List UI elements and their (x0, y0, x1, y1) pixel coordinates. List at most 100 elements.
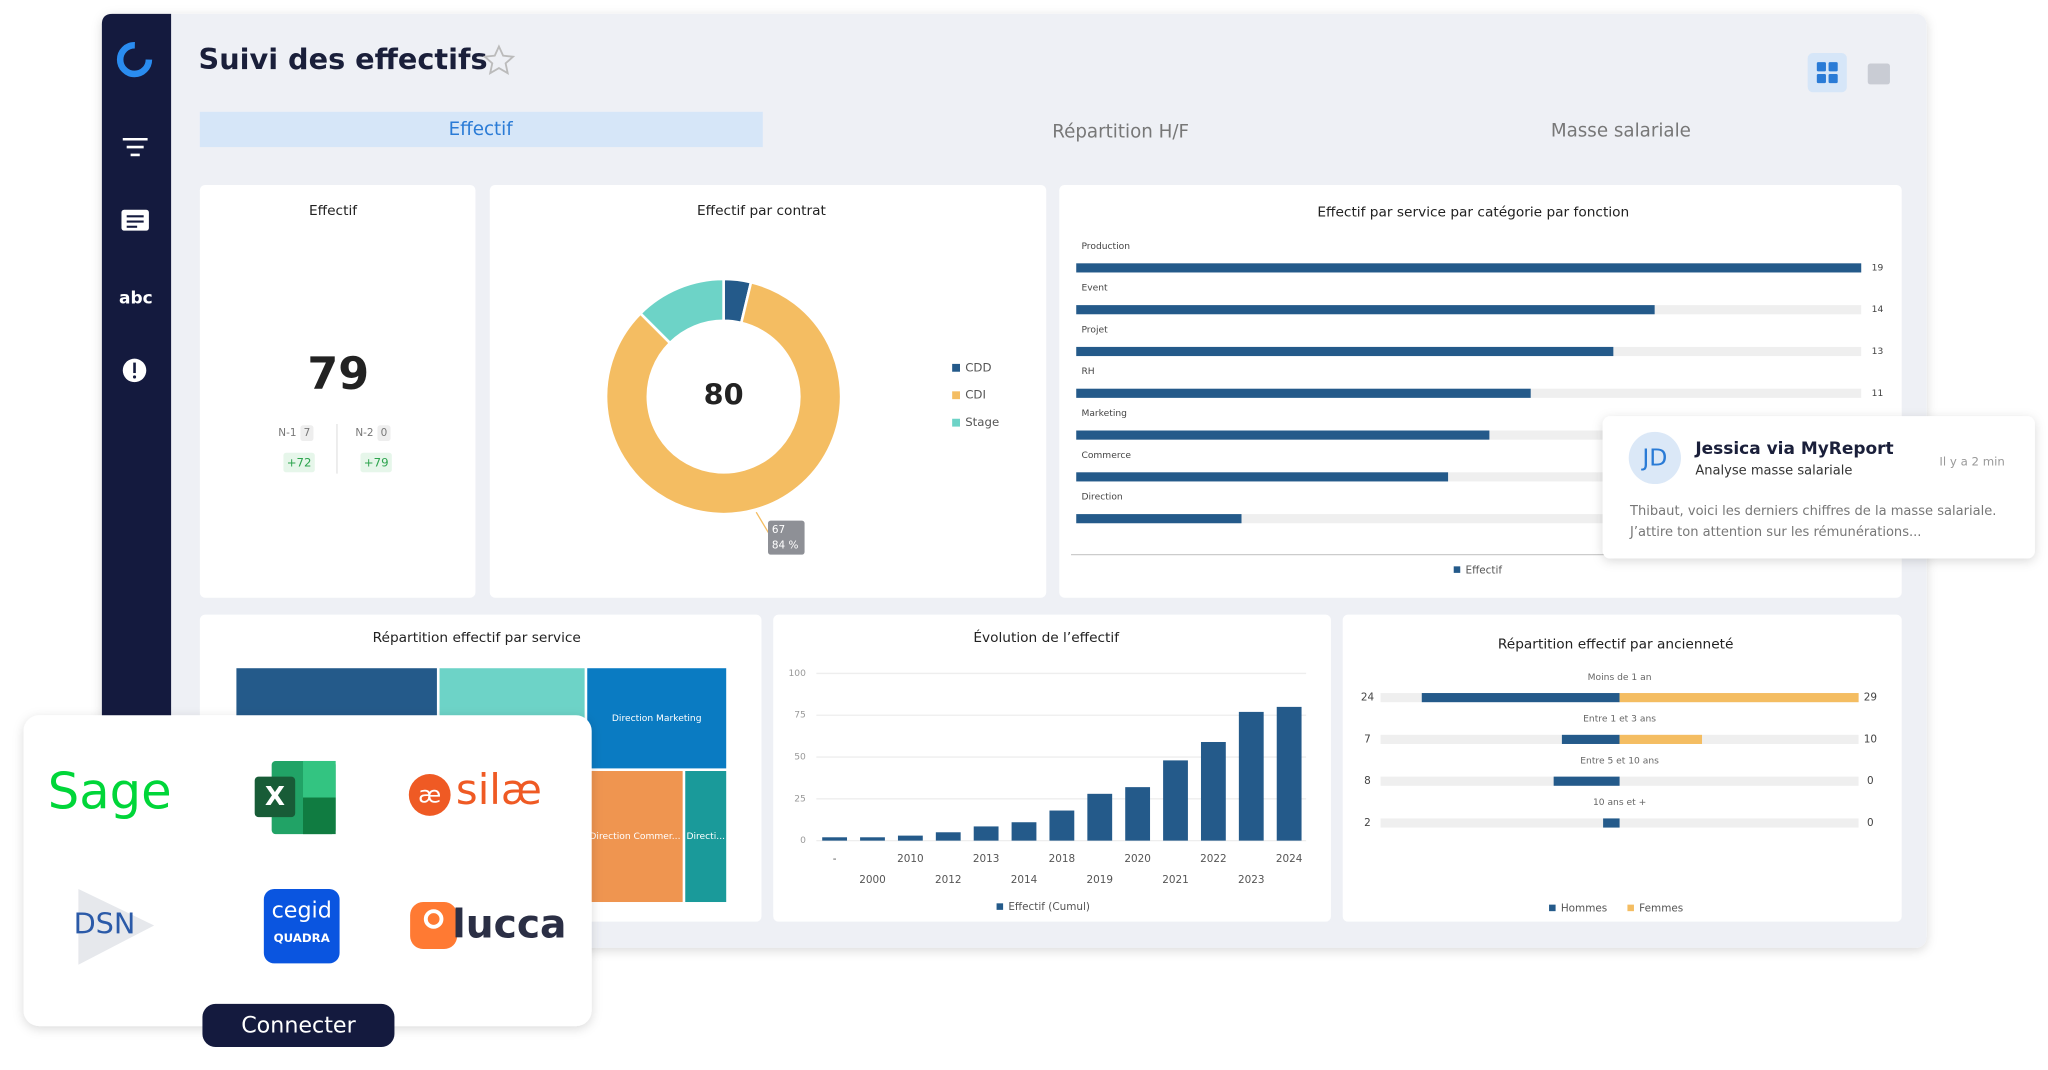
notification-body: Thibaut, voici les derniers chiffres de … (1629, 504, 1996, 519)
legend-swatch (1549, 904, 1556, 912)
favorite-star[interactable] (482, 44, 516, 75)
donut-slice (604, 280, 843, 516)
kpi-value: 79 (307, 349, 369, 400)
notification-card[interactable] (1602, 416, 2035, 559)
y-tick-label: 75 (794, 711, 806, 721)
comparison-label: N-2 (355, 427, 373, 439)
silae-logo[interactable]: silæ (456, 765, 542, 814)
value-label: 19 (1872, 263, 1884, 273)
card (773, 614, 1331, 922)
bar (1076, 472, 1449, 482)
sidebar-label[interactable]: abc (119, 289, 153, 309)
page-title: Suivi des effectifs (199, 42, 488, 76)
x-tick-label: 2018 (1049, 853, 1076, 865)
legend-label: Effectif (Cumul) (1008, 901, 1090, 913)
comparison-delta: +72 (287, 456, 312, 470)
legend-label: CDD (965, 360, 991, 374)
tab-active-bg (199, 111, 763, 148)
bar (1076, 388, 1531, 398)
bar (935, 832, 961, 841)
category-label: Marketing (1081, 409, 1126, 419)
bar (1163, 760, 1188, 841)
x-tick-label: 2010 (897, 853, 924, 865)
notification-sender: Jessica via MyReport (1694, 439, 1893, 459)
value-label: 0 (1867, 817, 1874, 829)
connect-button[interactable] (202, 1003, 395, 1047)
notification-body: J’attire ton attention sur les rémunérat… (1629, 525, 1921, 540)
chart-title: Répartition effectif par ancienneté (1498, 637, 1734, 653)
dsn-logo-shape (78, 888, 155, 965)
y-tick-label: 50 (794, 753, 806, 763)
dsn-logo[interactable]: DSN (74, 907, 136, 941)
bar (1603, 818, 1620, 828)
notification-time: Il y a 2 min (1939, 454, 2004, 468)
avatar (1628, 431, 1681, 485)
category-label: Production (1081, 242, 1130, 252)
silae-logo-mark[interactable] (408, 774, 451, 816)
x-tick-label: 2000 (859, 874, 886, 886)
legend-label: Stage (965, 415, 999, 429)
silae-logo-ae: æ (418, 781, 441, 809)
x-tick-label: 2020 (1124, 853, 1151, 865)
bar (822, 837, 848, 841)
category-label: RH (1081, 367, 1094, 377)
excel-letter: X (265, 782, 285, 812)
value-label: 11 (1872, 389, 1884, 399)
sage-logo[interactable]: Sage (48, 762, 172, 820)
comparison-reference: 7 (304, 427, 311, 439)
tab[interactable]: Répartition H/F (1052, 122, 1189, 143)
bar (973, 826, 999, 841)
bar (1421, 693, 1620, 703)
category-label: Projet (1081, 325, 1108, 335)
kpi-title: Effectif (309, 203, 358, 219)
tab[interactable]: Effectif (449, 119, 514, 140)
tooltip-percent: 84 % (772, 539, 799, 551)
notes-icon[interactable] (121, 209, 149, 231)
bar (1125, 787, 1151, 841)
treemap-tile (685, 771, 727, 903)
grid-view-icon (1816, 62, 1838, 84)
bar (1619, 734, 1703, 744)
legend-swatch (952, 418, 960, 427)
category-label: Event (1081, 284, 1108, 294)
legend-label: CDI (965, 388, 986, 402)
donut-total: 80 (704, 378, 744, 412)
avatar-initials: JD (1640, 444, 1667, 472)
bar (1561, 734, 1620, 744)
value-label: 29 (1864, 692, 1877, 704)
category-label: Commerce (1081, 451, 1131, 461)
reference-badge (377, 425, 391, 441)
legend-swatch (952, 391, 960, 400)
chart-title: Répartition effectif par service (373, 630, 581, 646)
connect-button-label[interactable]: Connecter (241, 1013, 356, 1039)
y-tick-label: 0 (800, 836, 806, 846)
bar (1553, 776, 1620, 786)
cegid-logo[interactable] (263, 888, 340, 964)
x-tick-label: 2014 (1011, 874, 1038, 886)
category-label: 10 ans et + (1593, 798, 1646, 808)
y-tick-label: 25 (794, 794, 806, 804)
value-label: 7 (1364, 733, 1371, 745)
bar-track (1076, 514, 1862, 524)
excel-logo-part (303, 797, 336, 835)
value-label: 24 (1361, 692, 1375, 704)
value-label: 8 (1364, 775, 1371, 787)
kpi-comparisons: N-1 7 +72 N-2 0 +79 (278, 425, 392, 473)
legend-label: Effectif (1465, 564, 1502, 576)
single-view-button[interactable] (1867, 63, 1890, 85)
grid-view-button[interactable] (1807, 53, 1847, 93)
x-tick-label: 2022 (1200, 853, 1227, 865)
treemap-tile (587, 771, 683, 903)
excel-logo-part (303, 760, 336, 798)
tab[interactable]: Masse salariale (1551, 120, 1691, 141)
comparison-label: N-1 (278, 427, 296, 439)
tooltip-value: 67 (772, 524, 785, 536)
lucca-logo[interactable]: lucca (452, 902, 566, 947)
x-tick-label: 2021 (1162, 874, 1189, 886)
filter-icon[interactable] (122, 137, 148, 157)
tile-label: Direction Commer... (589, 832, 680, 842)
category-label: Moins de 1 an (1588, 673, 1652, 683)
cegid-text: cegid (272, 898, 332, 924)
comparison-reference: 0 (381, 427, 388, 439)
